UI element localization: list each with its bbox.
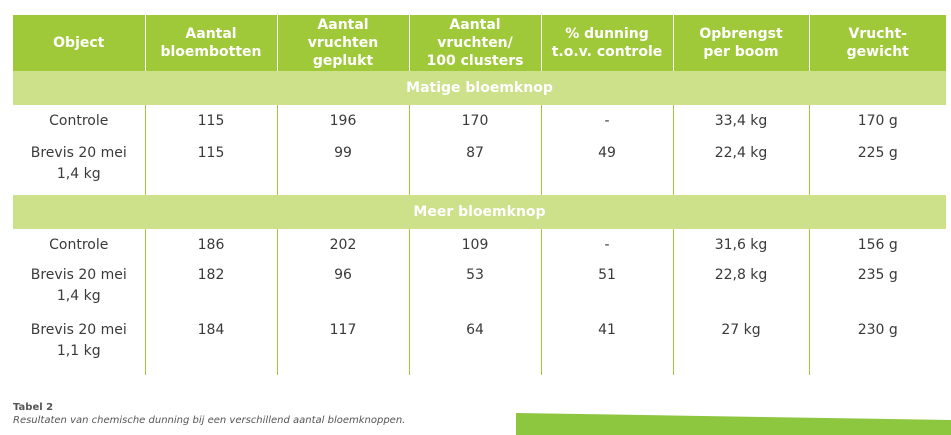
cell-opbrengst: 22,8 kg [672,265,809,320]
cell-dunning: 49 [540,141,673,195]
cell-per-100-clusters: 109 [408,233,541,265]
cell-geplukt: 99 [276,141,409,195]
table-header-row: Object Aantal bloembotten Aantal vruchten… [13,15,946,71]
cell-vruchtgewicht: 225 g [808,141,946,195]
cell-vruchtgewicht: 170 g [808,109,946,141]
cell-opbrengst: 33,4 kg [672,109,809,141]
cell-object: Brevis 20 mei 1,4 kg [30,145,127,182]
spacer-row [13,229,946,233]
table-row: Controle 115 196 170 - 33,4 kg 170 g [13,109,946,141]
header-vruchtgewicht: Vrucht-gewicht [808,15,946,71]
cell-dunning: 41 [540,320,673,375]
group-title: Matige bloemknop [13,71,946,105]
cell-dunning: 51 [540,265,673,320]
header-aantal-bloembotten: Aantal bloembotten [144,15,277,71]
cell-object: Controle [49,237,109,253]
group-row-meer-bloemknop: Meer bloemknop [13,195,946,229]
cell-per-100-clusters: 87 [408,141,541,195]
cell-geplukt: 196 [276,109,409,141]
cell-dunning: - [540,233,673,265]
cell-per-100-clusters: 64 [408,320,541,375]
cell-vruchtgewicht: 230 g [808,320,946,375]
group-title: Meer bloemknop [13,195,946,229]
cell-per-100-clusters: 53 [408,265,541,320]
table-row: Brevis 20 mei 1,4 kg 182 96 53 51 22,8 kg… [13,265,946,320]
cell-opbrengst: 31,6 kg [672,233,809,265]
results-table: Object Aantal bloembotten Aantal vruchten… [13,15,946,375]
table-row: Brevis 20 mei 1,1 kg 184 117 64 41 27 kg … [13,320,946,375]
cell-geplukt: 96 [276,265,409,320]
caption-label: Tabel 2 [13,402,54,413]
cell-opbrengst: 22,4 kg [672,141,809,195]
header-aantal-vruchten-geplukt: Aantal vruchten geplukt [276,15,409,71]
cell-bloembotten: 115 [144,141,277,195]
table-row: Controle 186 202 109 - 31,6 kg 156 g [13,233,946,265]
cell-object: Brevis 20 mei 1,1 kg [30,322,127,359]
cell-bloembotten: 115 [144,109,277,141]
table-caption: Tabel 2 Resultaten van chemische dunning… [13,401,405,427]
header-vruchten-per-100-clusters: Aantal vruchten/100 clusters [408,15,541,71]
caption-text: Resultaten van chemische dunning bij een… [13,415,406,426]
header-opbrengst-per-boom: Opbrengst per boom [672,15,809,71]
decorative-green-bar [516,413,951,435]
cell-bloembotten: 182 [144,265,277,320]
cell-bloembotten: 184 [144,320,277,375]
cell-object: Brevis 20 mei 1,4 kg [30,267,127,304]
spacer-row [13,105,946,109]
header-dunning-percent: % dunning t.o.v. controle [540,15,673,71]
cell-opbrengst: 27 kg [672,320,809,375]
cell-geplukt: 117 [276,320,409,375]
table-row: Brevis 20 mei 1,4 kg 115 99 87 49 22,4 kg… [13,141,946,195]
cell-per-100-clusters: 170 [408,109,541,141]
cell-bloembotten: 186 [144,233,277,265]
cell-object: Controle [49,113,109,129]
cell-dunning: - [540,109,673,141]
cell-vruchtgewicht: 235 g [808,265,946,320]
group-row-matige-bloemknop: Matige bloemknop [13,71,946,105]
header-object: Object [13,15,145,71]
cell-vruchtgewicht: 156 g [808,233,946,265]
cell-geplukt: 202 [276,233,409,265]
